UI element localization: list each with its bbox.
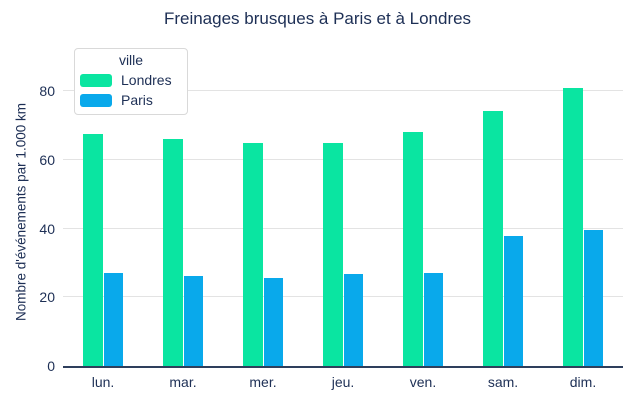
legend-label: Londres	[121, 72, 172, 88]
bar-paris-jeu[interactable]	[344, 273, 363, 366]
legend: ville Londres Paris	[74, 48, 188, 115]
gridline-y-40	[63, 227, 623, 229]
bar-paris-sam[interactable]	[504, 236, 523, 366]
y-tick-label-0: 0	[47, 358, 55, 374]
legend-items: Londres Paris	[75, 72, 187, 108]
bar-londres-mar[interactable]	[163, 139, 183, 366]
y-tick-label-20: 20	[39, 289, 55, 306]
bar-paris-lun[interactable]	[104, 273, 123, 366]
x-tick-label-sam: sam.	[487, 374, 519, 390]
bar-londres-sam[interactable]	[483, 110, 503, 366]
chart-title: Freinages brusques à Paris et à Londres	[163, 9, 472, 28]
x-tick-label-mar: mar.	[169, 374, 197, 390]
gridline-y-60	[63, 159, 623, 160]
legend-swatch-londres	[80, 73, 112, 87]
legend-title: ville	[118, 52, 144, 68]
x-axis-line	[63, 366, 623, 368]
x-tick-label-ven: ven.	[409, 374, 437, 390]
gridline-y-20	[63, 296, 623, 298]
bar-londres-lun[interactable]	[83, 133, 103, 366]
legend-item-paris[interactable]: Paris	[80, 92, 187, 108]
bar-paris-ven[interactable]	[424, 272, 443, 366]
bar-londres-ven[interactable]	[403, 131, 423, 366]
y-tick-label-60: 60	[39, 152, 55, 168]
gridline-y-80	[63, 90, 623, 92]
legend-swatch-paris	[80, 93, 112, 107]
bar-londres-dim[interactable]	[563, 87, 583, 366]
bar-londres-mer[interactable]	[243, 142, 263, 366]
plot-area	[63, 57, 623, 368]
x-tick-label-dim: dim.	[569, 374, 597, 390]
legend-item-londres[interactable]: Londres	[80, 72, 187, 88]
x-tick-label-lun: lun.	[91, 374, 115, 390]
legend-label: Paris	[121, 92, 153, 108]
y-axis-title: Nombre d'événements par 1.000 km	[13, 103, 29, 321]
bar-paris-mar[interactable]	[184, 275, 203, 366]
bar-londres-jeu[interactable]	[323, 143, 343, 366]
bar-paris-dim[interactable]	[584, 230, 603, 366]
x-tick-label-mer: mer.	[249, 374, 277, 390]
y-tick-label-40: 40	[39, 220, 55, 237]
y-tick-label-80: 80	[39, 83, 55, 100]
x-tick-label-jeu: jeu.	[331, 374, 355, 390]
bar-paris-mer[interactable]	[264, 278, 283, 366]
